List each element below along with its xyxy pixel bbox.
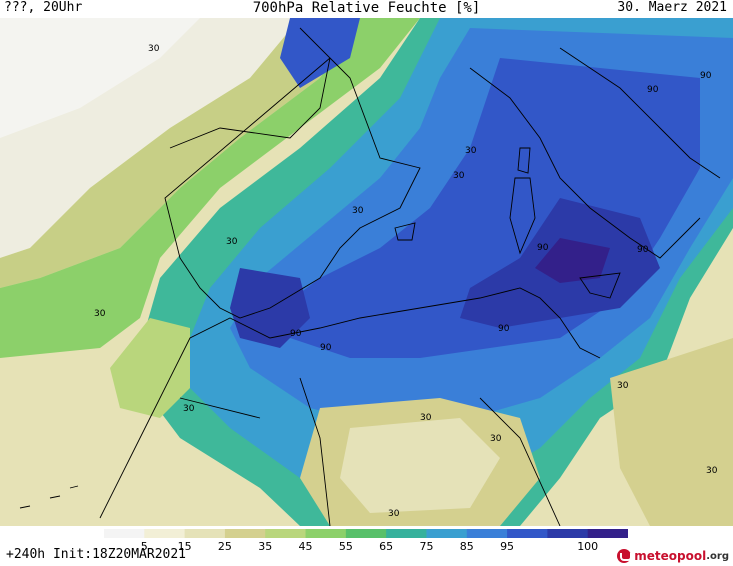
coastline-balkans bbox=[559, 47, 721, 179]
border-lines bbox=[179, 377, 561, 526]
colorbar-tick-label: 100 bbox=[577, 540, 599, 553]
contour-label: 30 bbox=[226, 237, 238, 247]
colorbar-segment bbox=[507, 529, 548, 538]
humidity-map: 30 30 30 30 30 30 30 30 30 30 30 30 90 9… bbox=[0, 18, 733, 526]
contour-label: 30 bbox=[388, 509, 400, 519]
colorbar-segment bbox=[224, 529, 266, 538]
contour-label: 30 bbox=[490, 434, 502, 444]
colorbar-tick-label: 75 bbox=[419, 540, 434, 553]
contour-label: 30 bbox=[352, 206, 364, 216]
contour-label: 30 bbox=[453, 171, 465, 181]
colorbar-segment bbox=[184, 529, 226, 538]
moist-core-deep bbox=[535, 238, 610, 283]
coastline-italy bbox=[469, 67, 701, 259]
colorbar-segment bbox=[386, 529, 427, 538]
meteopool-logo[interactable]: meteopool .org bbox=[617, 549, 729, 563]
contour-label: 30 bbox=[148, 44, 160, 54]
very-dry-region-atlantic bbox=[0, 18, 200, 138]
contour-label: 90 bbox=[537, 243, 549, 253]
island-mallorca bbox=[394, 222, 416, 241]
colorbar-segment bbox=[426, 529, 468, 538]
island-sardinia bbox=[509, 177, 536, 255]
coastline-north-africa bbox=[99, 287, 601, 519]
colorbar-segment bbox=[466, 529, 508, 538]
colorbar-segments bbox=[104, 529, 628, 538]
meteopool-logo-icon bbox=[617, 549, 633, 563]
contour-label: 90 bbox=[498, 324, 510, 334]
dry-region-sahara-core bbox=[340, 418, 500, 513]
coastlines bbox=[19, 27, 721, 526]
contour-labels: 30 30 30 30 30 30 30 30 30 30 30 30 90 9… bbox=[94, 44, 718, 519]
colorbar-tick-label: 45 bbox=[298, 540, 313, 553]
contour-label: 30 bbox=[183, 404, 195, 414]
contour-label: 30 bbox=[420, 413, 432, 423]
colorbar-segment bbox=[587, 529, 628, 538]
contour-label: 30 bbox=[706, 466, 718, 476]
island-corsica bbox=[517, 147, 531, 174]
colorbar-tick-label: 5 bbox=[140, 540, 148, 553]
colorbar-segment bbox=[305, 529, 347, 538]
contour-label: 90 bbox=[637, 245, 649, 255]
coastline-iberia bbox=[164, 27, 421, 319]
canary-islands bbox=[19, 485, 79, 509]
contour-label: 90 bbox=[320, 343, 332, 353]
valid-date-label: 30. Maerz 2021 bbox=[617, 0, 727, 15]
colorbar bbox=[104, 529, 628, 538]
location-time-label: ???, 20Uhr bbox=[4, 0, 83, 15]
contour-label: 90 bbox=[700, 71, 712, 81]
forecast-init-label: +240h Init:18Z20MAR2021 bbox=[6, 547, 187, 562]
colorbar-segment bbox=[265, 529, 307, 538]
logo-main-text: meteopool bbox=[634, 549, 707, 563]
dry-region-east bbox=[610, 338, 733, 526]
colorbar-tick-label: 55 bbox=[338, 540, 353, 553]
olive-band bbox=[0, 18, 360, 288]
colorbar-segment bbox=[144, 529, 186, 538]
colorbar-segment bbox=[345, 529, 387, 538]
contour-label: 30 bbox=[465, 146, 477, 156]
colorbar-tick-label: 95 bbox=[500, 540, 515, 553]
moist-core-northwest bbox=[280, 18, 360, 88]
contour-label: 90 bbox=[290, 329, 302, 339]
contour-label: 30 bbox=[94, 309, 106, 319]
colorbar-tick-label: 15 bbox=[177, 540, 192, 553]
contour-label: 90 bbox=[647, 85, 659, 95]
colorbar-segment bbox=[547, 529, 589, 538]
colorbar-tick-label: 25 bbox=[217, 540, 232, 553]
colorbar-tick-label: 85 bbox=[459, 540, 474, 553]
colorbar-segment bbox=[104, 529, 145, 538]
colorbar-tick-label: 35 bbox=[258, 540, 273, 553]
dry-region-morocco bbox=[110, 318, 190, 418]
colorbar-tick-label: 65 bbox=[379, 540, 394, 553]
green-band-north bbox=[0, 18, 420, 358]
island-sicily bbox=[579, 272, 621, 299]
logo-suffix-text: .org bbox=[706, 550, 729, 562]
map-title: 700hPa Relative Feuchte [%] bbox=[252, 0, 481, 16]
contour-label: 30 bbox=[617, 381, 629, 391]
